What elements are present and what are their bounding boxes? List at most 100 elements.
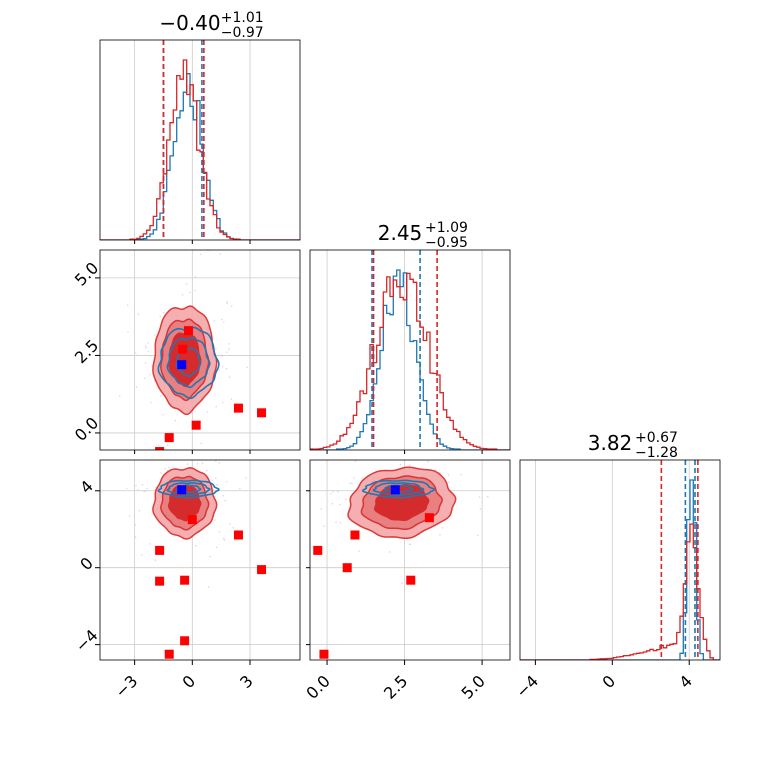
sample-point	[143, 490, 145, 493]
sample-point	[138, 509, 141, 512]
x-tick-label: −4	[512, 671, 542, 701]
sample-point	[219, 253, 222, 255]
sample-point	[339, 522, 342, 524]
sample-point	[194, 289, 196, 292]
x-tick-label: 3	[236, 671, 257, 692]
sample-point	[143, 462, 145, 464]
red-marker	[313, 545, 323, 555]
sample-point	[149, 355, 152, 357]
sample-point	[329, 493, 332, 495]
sample-point	[162, 413, 164, 416]
sample-point	[230, 305, 233, 307]
blue-marker	[177, 485, 187, 495]
sample-point	[361, 477, 363, 479]
red-marker	[155, 447, 165, 450]
sample-point	[447, 473, 450, 476]
sample-point	[174, 419, 177, 422]
panel-title-0: −0.40	[159, 11, 220, 35]
sample-point	[226, 351, 228, 354]
sample-point	[118, 394, 121, 397]
sample-point	[125, 487, 128, 490]
histogram-series_a	[100, 73, 300, 240]
sample-point	[154, 486, 157, 489]
sample-point	[159, 395, 162, 397]
panel-frame	[309, 249, 511, 451]
sample-point	[162, 311, 165, 314]
sample-point	[447, 481, 450, 483]
sample-point	[206, 411, 209, 413]
red-marker	[406, 575, 416, 585]
sample-point	[202, 454, 204, 456]
contour-line-series_a	[361, 479, 436, 499]
contour-line-series_a	[383, 484, 414, 494]
sample-point	[225, 367, 228, 370]
sample-point	[223, 537, 225, 540]
sample-point	[223, 321, 225, 323]
histogram-series_b	[520, 523, 720, 660]
sample-point	[331, 502, 334, 505]
sample-point	[166, 444, 169, 447]
sample-point	[331, 490, 334, 493]
sample-point	[222, 495, 224, 497]
contour-line-series_a	[166, 482, 211, 496]
panel-frame	[309, 459, 511, 661]
sample-point	[135, 484, 137, 487]
sample-point	[146, 487, 148, 490]
sample-point	[427, 460, 429, 463]
sample-point	[479, 508, 482, 510]
histogram-series_a	[310, 269, 510, 450]
sample-point	[226, 301, 228, 303]
sample-point	[134, 536, 137, 538]
sample-point	[415, 457, 417, 459]
title-sub-0: −0.97	[221, 25, 264, 41]
sample-point	[143, 377, 146, 380]
sample-point	[149, 543, 151, 545]
sample-point	[232, 527, 234, 529]
sample-point	[147, 342, 149, 344]
red-marker	[178, 344, 188, 354]
x-tick-label: 2.5	[380, 671, 411, 702]
sample-point	[134, 352, 137, 354]
sample-point	[478, 496, 481, 498]
sample-point	[228, 348, 230, 350]
sample-point	[225, 480, 228, 483]
title-sup-1: +1.09	[425, 220, 468, 236]
sample-point	[160, 472, 162, 474]
sample-point	[188, 291, 191, 294]
sample-point	[150, 482, 152, 484]
sample-point	[159, 315, 161, 318]
x-tick-label: −3	[111, 671, 141, 701]
sample-point	[166, 469, 168, 472]
sample-point	[216, 483, 218, 486]
sample-point	[308, 532, 310, 534]
red-marker	[342, 563, 352, 573]
sample-point	[128, 515, 131, 517]
x-tick-label: 0	[598, 671, 619, 692]
red-marker	[155, 545, 165, 555]
sample-point	[319, 453, 321, 455]
sample-point	[150, 401, 152, 404]
sample-point	[441, 527, 444, 529]
sample-point	[141, 484, 144, 486]
sample-point	[206, 469, 208, 472]
title-sup-2: +0.67	[635, 430, 678, 446]
sample-point	[221, 365, 224, 368]
sample-point	[195, 544, 197, 547]
sample-point	[141, 554, 143, 556]
sample-point	[196, 463, 199, 465]
diag-panel-2	[520, 460, 720, 660]
contour-line-series_a	[157, 479, 220, 499]
sample-point	[137, 313, 140, 316]
sample-point	[186, 463, 189, 465]
sample-point	[149, 373, 151, 376]
panel-frame	[519, 459, 721, 661]
histogram-series_a	[520, 479, 720, 660]
sample-point	[439, 533, 441, 536]
sample-point	[245, 477, 247, 479]
sample-point	[246, 366, 248, 369]
red-marker	[155, 576, 165, 586]
x-tick-label: 0	[178, 671, 199, 692]
red-marker	[257, 565, 267, 575]
sample-point	[147, 350, 150, 353]
sample-point	[153, 334, 156, 336]
